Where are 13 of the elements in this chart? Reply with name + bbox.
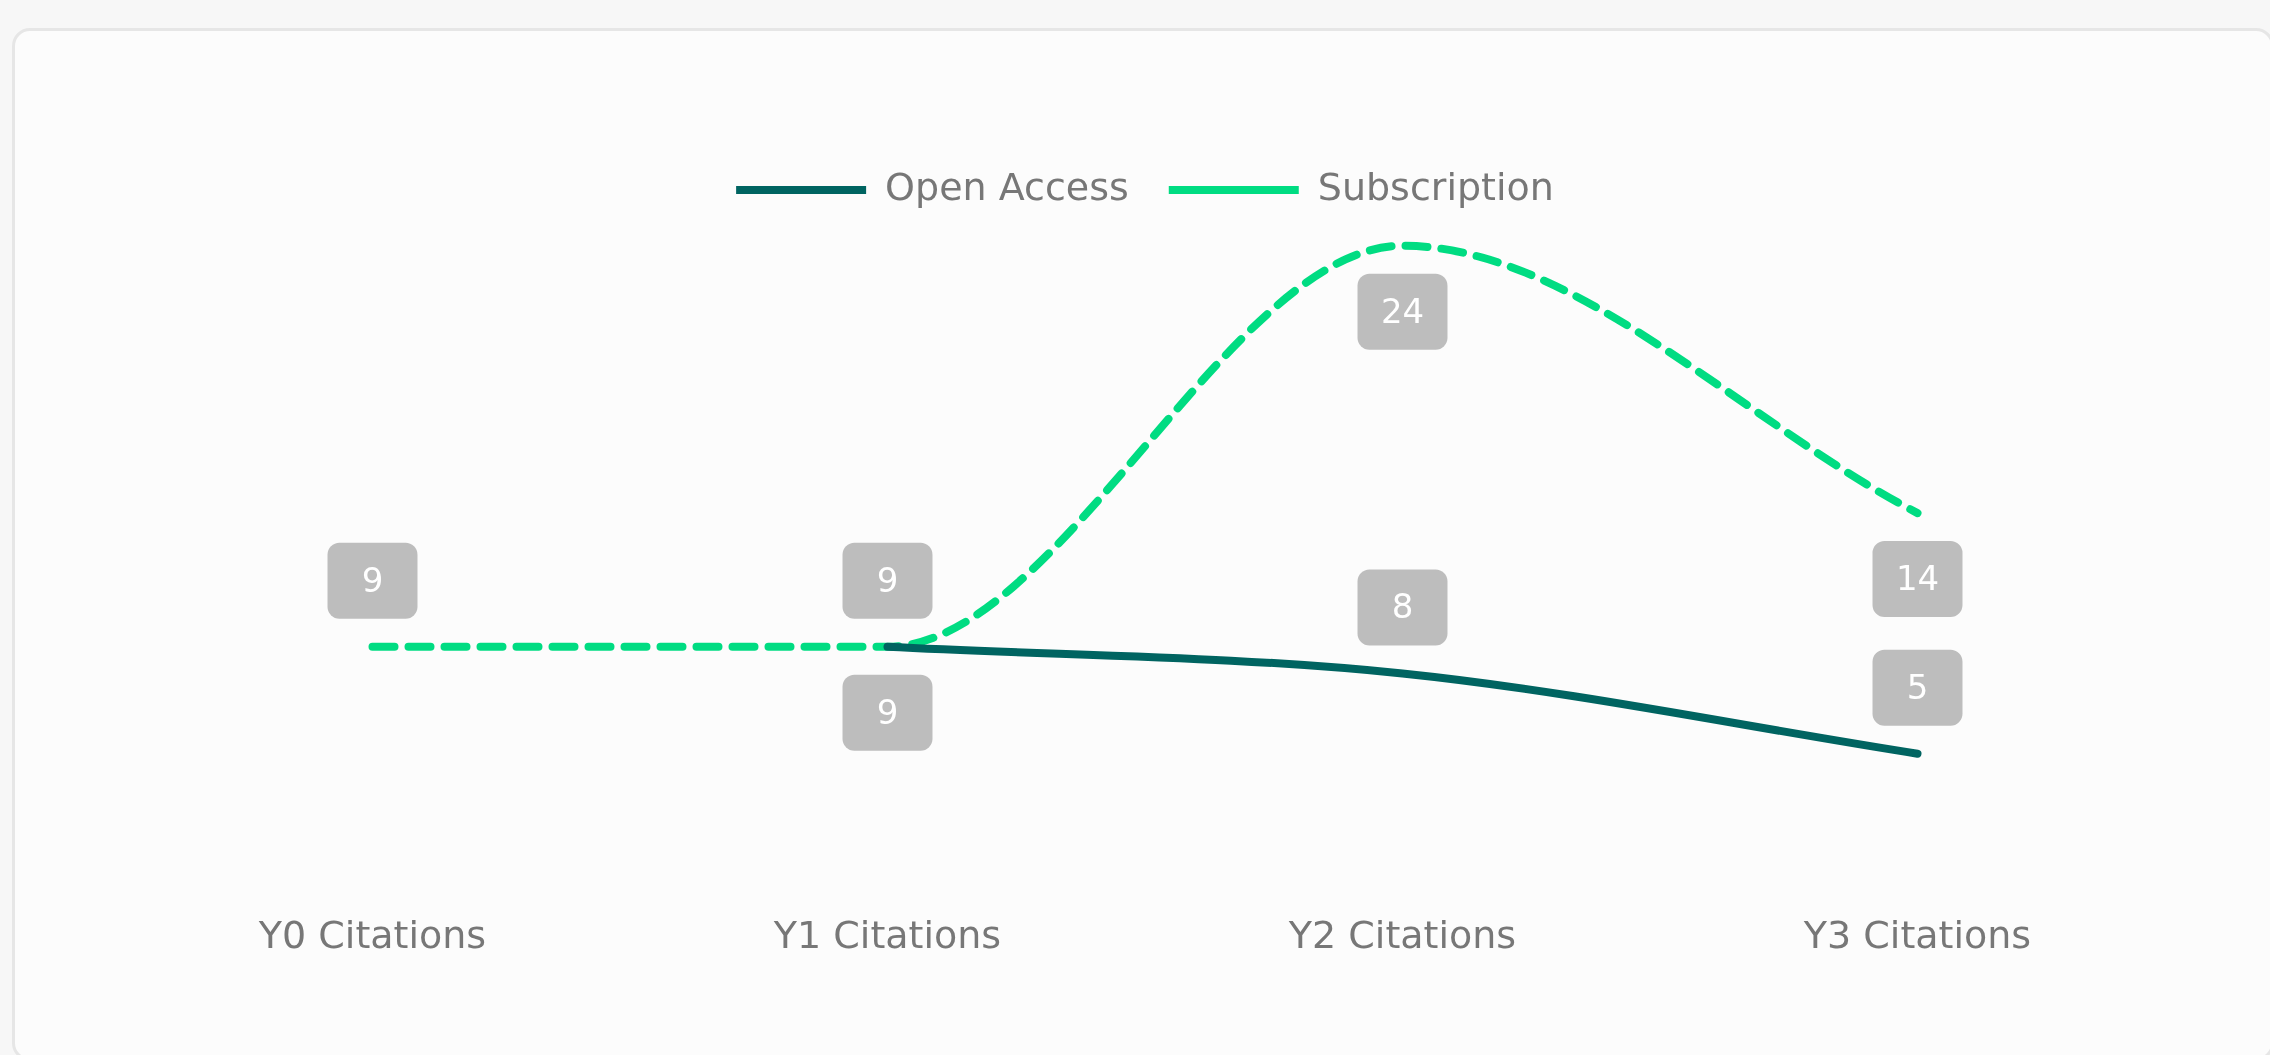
data-label: 5 <box>1906 666 1929 707</box>
legend-label: Open Access <box>885 164 1129 209</box>
x-tick-label: Y0 Citations <box>257 913 487 958</box>
x-tick-label: Y1 Citations <box>772 913 1002 958</box>
data-label: 8 <box>1391 586 1414 627</box>
legend-label: Subscription <box>1317 164 1554 209</box>
data-label: 24 <box>1380 290 1425 331</box>
data-label: 14 <box>1895 557 1940 598</box>
data-label: 9 <box>361 559 384 600</box>
data-label: 9 <box>876 691 899 732</box>
x-tick-label: Y2 Citations <box>1287 913 1517 958</box>
data-label: 9 <box>876 559 899 600</box>
x-tick-label: Y3 Citations <box>1802 913 2032 958</box>
